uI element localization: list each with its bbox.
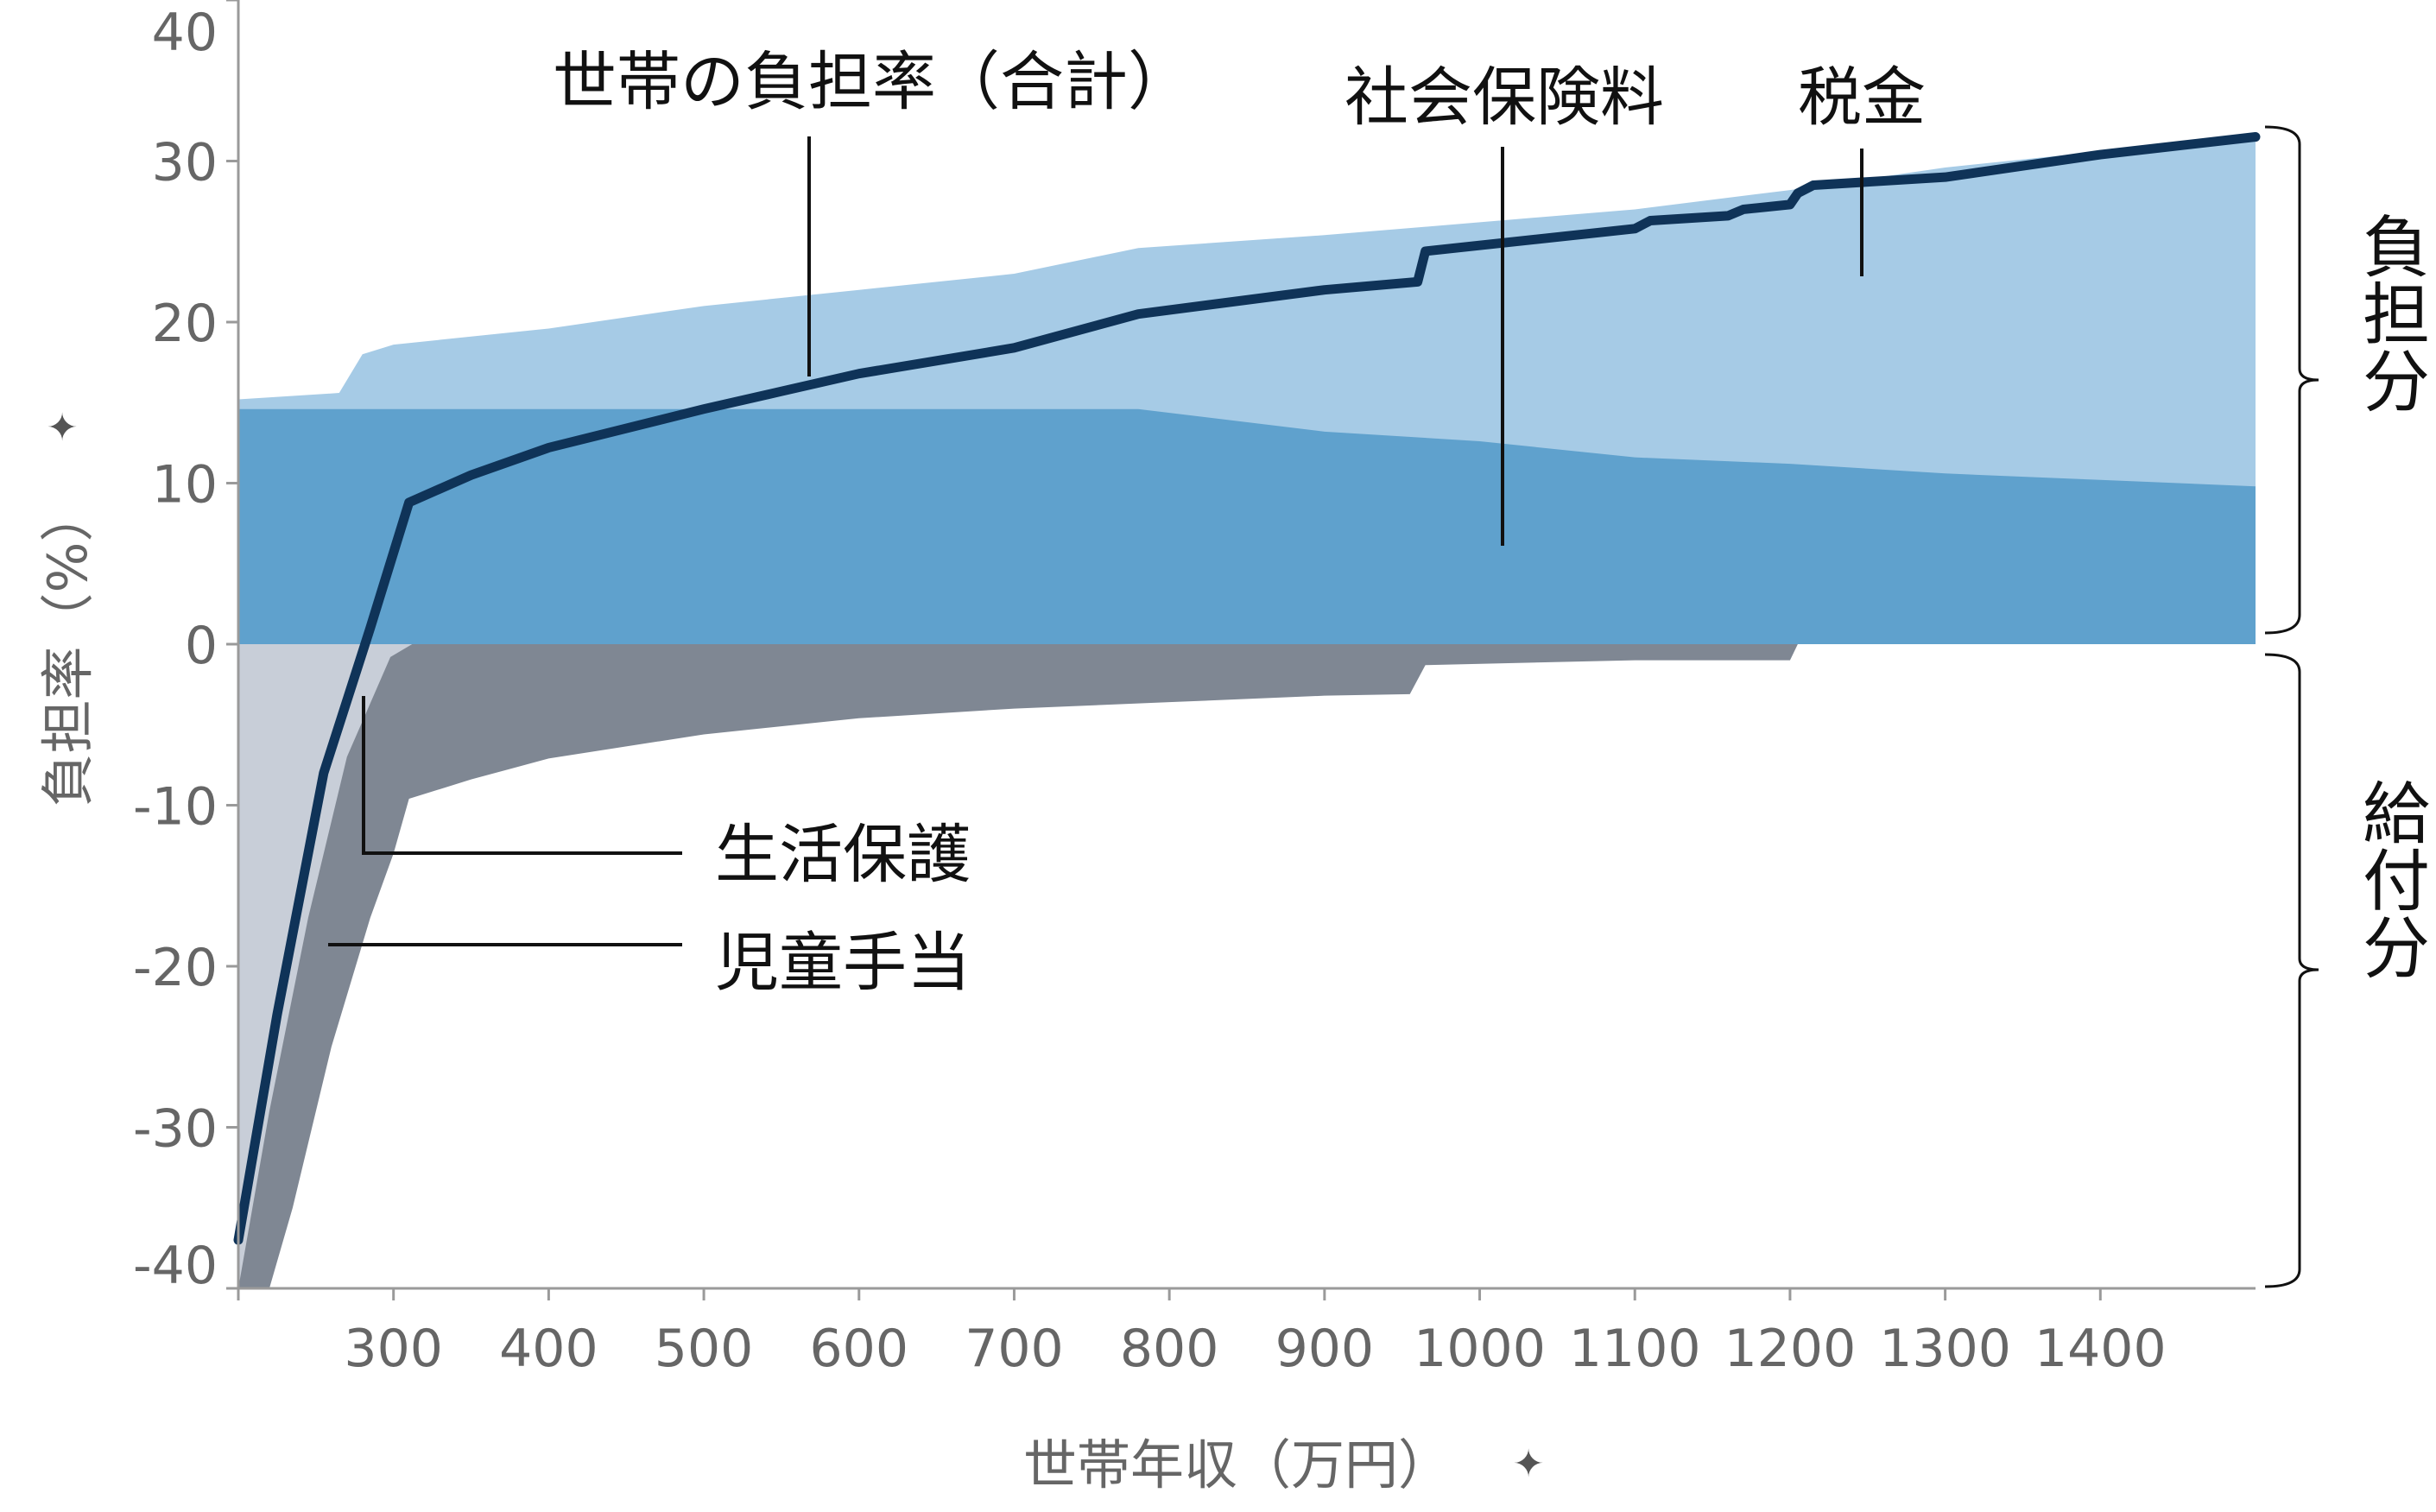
area-livelihood-protection — [238, 644, 413, 1288]
y-tick-label: -20 — [133, 938, 218, 998]
x-tick-label: 1000 — [1414, 1319, 1546, 1379]
x-tick-labels: 300 400 500 600 700 800 900 1000 1100 1200 1300 140… — [344, 1319, 2166, 1379]
x-tick-label: 900 — [1275, 1319, 1375, 1379]
y-axis-title: 負担率（%） — [36, 489, 99, 807]
x-axis-title: 世帯年収（万円） — [1023, 1433, 1452, 1496]
y-tick-label: -30 — [133, 1099, 218, 1160]
brace-burden — [2264, 125, 2319, 635]
x-tick-label: 500 — [655, 1319, 754, 1379]
label-tax: 税金 — [1798, 60, 1926, 135]
label-total-rate: 世帯の負担率（合計） — [553, 45, 1192, 119]
label-livelihood: 生活保護 — [715, 818, 971, 892]
x-tick-label: 1300 — [1879, 1319, 2011, 1379]
area-social-insurance — [238, 408, 2256, 644]
label-benefit-side: 給付分 — [2351, 778, 2429, 980]
x-tick-label: 300 — [344, 1319, 443, 1379]
x-tick-label: 1200 — [1724, 1319, 1857, 1379]
y-tick-label: 40 — [152, 3, 218, 63]
y-tick-label: 10 — [152, 455, 218, 516]
y-tick-label: 20 — [152, 294, 218, 354]
area-child-allowance — [238, 644, 1798, 1288]
x-axis-pin-icon[interactable]: ✦ — [1513, 1442, 1545, 1486]
x-tick-label: 800 — [1120, 1319, 1219, 1379]
x-tick-label: 1100 — [1569, 1319, 1701, 1379]
y-tick-label: 0 — [185, 616, 218, 676]
label-social-insurance: 社会保険料 — [1345, 60, 1664, 135]
chart-lines — [233, 132, 2261, 1245]
leader-lines — [328, 136, 1863, 946]
axes — [226, 0, 2256, 1300]
y-tick-label: -10 — [133, 777, 218, 838]
x-tick-label: 400 — [499, 1319, 598, 1379]
leader-livelihood — [362, 696, 682, 855]
chart-areas — [238, 135, 2256, 1288]
line-total-burden-rate — [233, 132, 2261, 1245]
y-tick-labels: 40 30 20 10 0 -10 -20 -30 -40 — [133, 3, 218, 1296]
label-child: 児童手当 — [715, 926, 971, 1000]
label-burden-side: 負担分 — [2351, 212, 2429, 414]
x-tick-label: 1400 — [2034, 1319, 2167, 1379]
brace-benefit — [2264, 653, 2319, 1288]
y-tick-label: -40 — [133, 1236, 218, 1296]
x-tick-label: 600 — [810, 1319, 909, 1379]
right-braces — [2264, 125, 2319, 1288]
x-tick-label: 700 — [965, 1319, 1064, 1379]
y-tick-label: 30 — [152, 133, 218, 193]
y-axis-pin-icon[interactable]: ✦ — [47, 406, 79, 450]
